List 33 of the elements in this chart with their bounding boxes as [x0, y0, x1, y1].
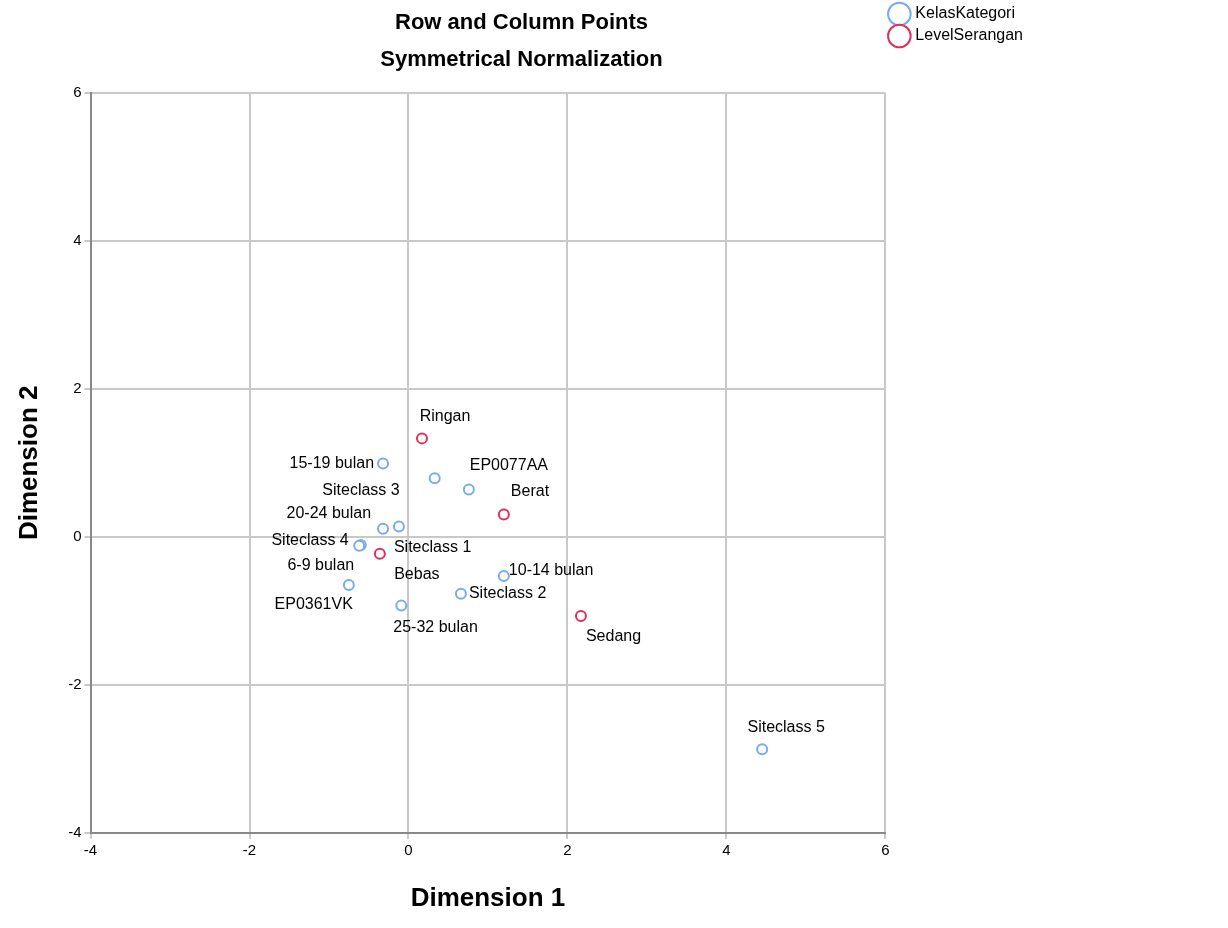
annotation: 25-32 bulan: [393, 618, 478, 636]
annotation: Siteclass 3: [322, 480, 400, 498]
y-tick-label: -2: [68, 674, 82, 692]
x-tick-label: 0: [404, 840, 413, 858]
annotation: 6-9 bulan: [287, 556, 355, 574]
annotation: Siteclass 2: [468, 584, 547, 602]
y-tick-label: 2: [73, 378, 82, 396]
annotation: 15-19 bulan: [289, 453, 375, 471]
annotation: EP0361VK: [274, 595, 354, 613]
chart-title: Row and Column Points: [395, 9, 648, 35]
annotation: Ringan: [419, 406, 471, 424]
x-tick-label: 4: [722, 840, 731, 858]
legend-label: KelasKategori: [915, 4, 1015, 22]
y-tick-label: 4: [73, 230, 82, 248]
y-tick-label: 6: [73, 82, 82, 100]
y-tick-label: 0: [73, 526, 82, 544]
x-tick-label: -2: [242, 840, 257, 858]
x-tick-label: 6: [881, 840, 890, 858]
annotation: Berat: [510, 482, 550, 500]
annotation: Siteclass 5: [747, 717, 825, 735]
chart-subtitle: Symmetrical Normalization: [380, 45, 663, 71]
legend-label: LevelSerangan: [915, 26, 1023, 44]
y-tick-label: -4: [68, 822, 82, 840]
x-axis-title: Dimension 1: [410, 881, 566, 912]
annotation: Bebas: [394, 565, 440, 583]
annotation: Siteclass 1: [393, 537, 472, 555]
annotation: 20-24 bulan: [286, 504, 372, 522]
y-axis-title: Dimension 2: [12, 385, 43, 541]
annotation: Siteclass 4: [271, 531, 349, 549]
annotation: 10-14 bulan: [508, 561, 594, 579]
annotation: Sedang: [585, 627, 642, 645]
annotation: EP0077AA: [469, 455, 549, 473]
x-tick-label: 2: [563, 840, 572, 858]
